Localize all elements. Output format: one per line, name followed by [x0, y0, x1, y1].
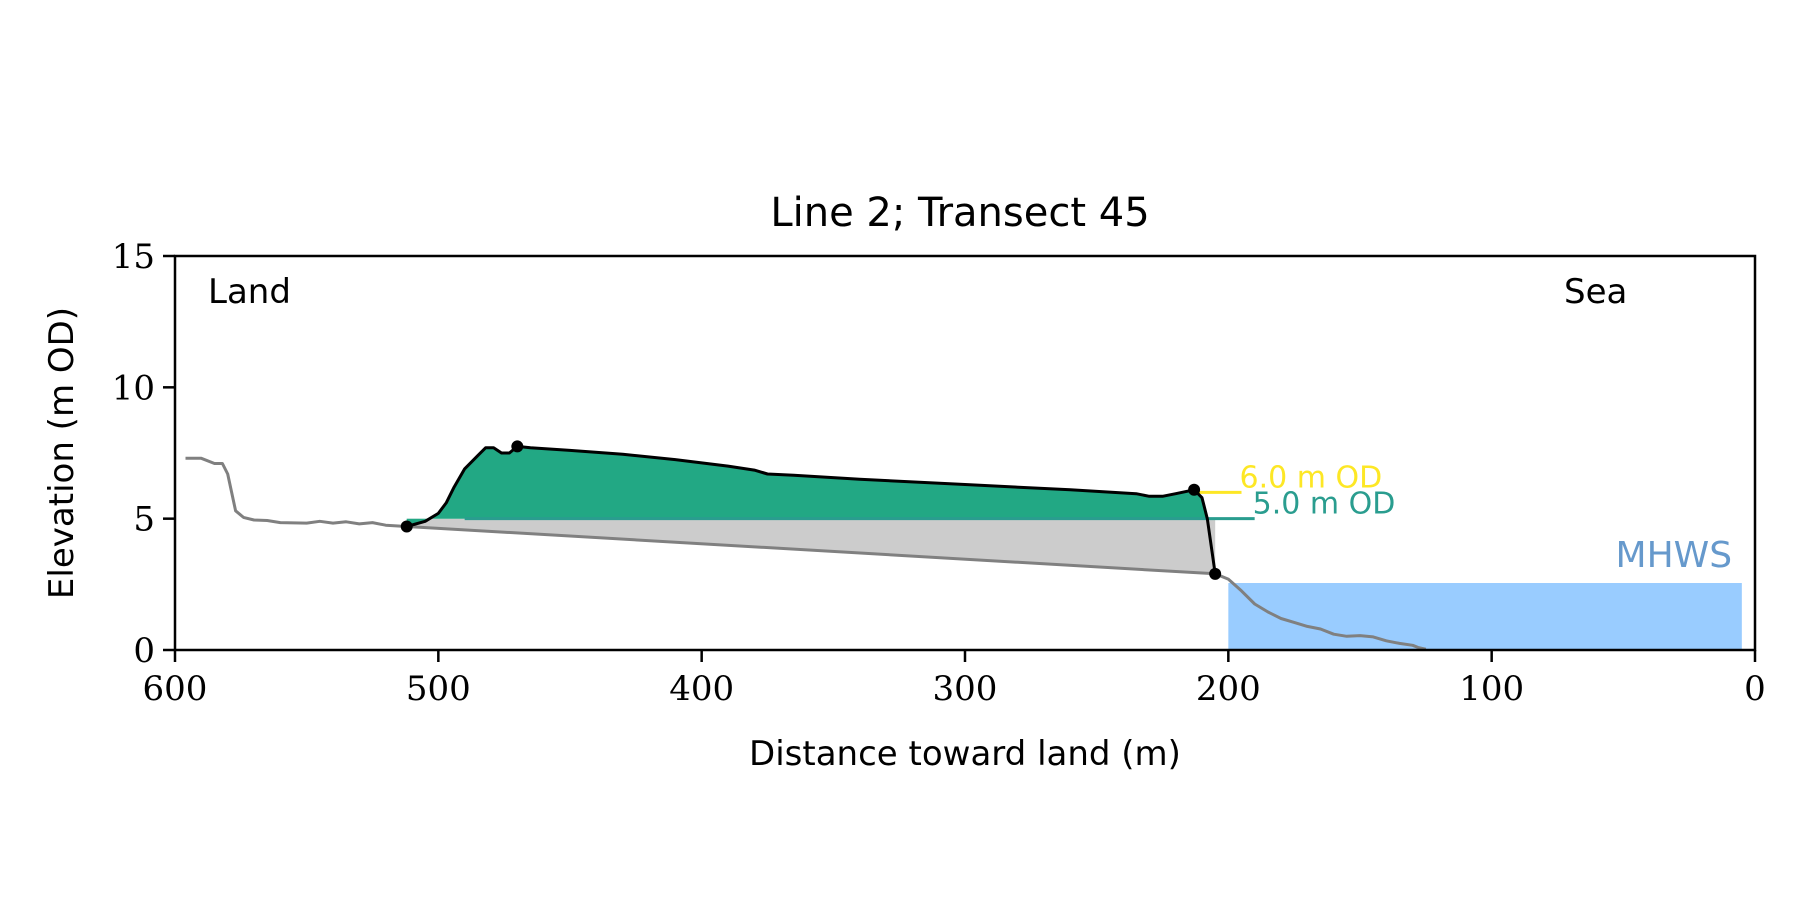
x-tick-label: 100 — [1459, 669, 1524, 709]
mhws-band — [1228, 583, 1742, 650]
sea-annotation: Sea — [1564, 272, 1627, 312]
key-point-1 — [400, 520, 413, 533]
base-volume-fill — [406, 518, 1216, 574]
y-tick-label: 5 — [133, 500, 155, 540]
x-tick-label: 600 — [143, 669, 208, 709]
chart-title: Line 2; Transect 45 — [770, 190, 1149, 236]
y-tick-label: 0 — [133, 631, 155, 671]
plot-area: MHWS 6.0 m OD5.0 m OD — [185, 440, 1742, 651]
x-axis-label: Distance toward land (m) — [749, 734, 1181, 774]
key-point-4 — [1209, 567, 1222, 580]
key-point-3 — [1188, 483, 1201, 496]
x-tick-label: 300 — [933, 669, 998, 709]
x-tick-label: 400 — [669, 669, 734, 709]
y-axis: 0 5 10 15 — [112, 237, 175, 671]
mhws-label: MHWS — [1616, 535, 1733, 576]
x-axis: 600 500 400 300 200 100 0 — [143, 650, 1766, 709]
x-tick-label: 500 — [406, 669, 471, 709]
level-label-6m: 6.0 m OD — [1240, 460, 1383, 495]
ground-profile-line — [185, 456, 1427, 651]
y-axis-label: Elevation (m OD) — [42, 307, 82, 599]
dune-volume-fill — [406, 446, 1208, 527]
y-tick-label: 10 — [112, 368, 155, 408]
x-tick-label: 0 — [1744, 669, 1766, 709]
key-point-2 — [511, 440, 524, 453]
level-label-5m: 5.0 m OD — [1253, 487, 1396, 522]
y-tick-label: 15 — [112, 237, 155, 277]
x-tick-label: 200 — [1196, 669, 1261, 709]
dune-profile-line — [406, 444, 1217, 575]
land-annotation: Land — [208, 272, 291, 312]
